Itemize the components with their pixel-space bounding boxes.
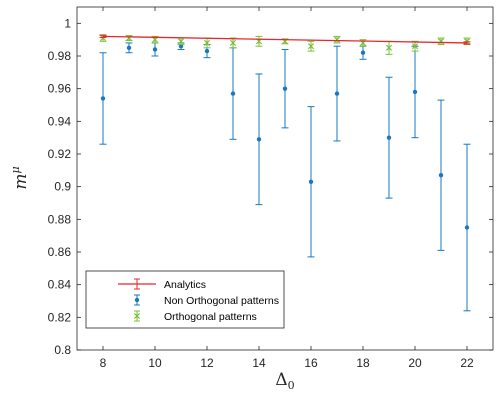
orthogonal-point bbox=[385, 44, 393, 51]
legend-marker-orthogonal-x bbox=[133, 312, 141, 320]
orthogonal-point bbox=[307, 43, 315, 50]
orthogonal-point bbox=[411, 43, 419, 50]
analytics-error-bar bbox=[463, 41, 471, 45]
non-orthogonal-point bbox=[438, 173, 444, 178]
analytics-error-bar bbox=[99, 34, 107, 39]
y-axis-label: mμ bbox=[9, 166, 31, 189]
y-tick-label: 0.86 bbox=[48, 245, 72, 259]
orthogonal-point bbox=[203, 39, 211, 46]
non-orthogonal-point bbox=[230, 91, 236, 96]
orthogonal-point bbox=[333, 36, 341, 43]
x-axis-label-sub: 0 bbox=[288, 379, 295, 392]
x-tick-label: 10 bbox=[148, 356, 162, 370]
legend-box bbox=[85, 270, 285, 329]
x-tick-label: 20 bbox=[408, 356, 422, 370]
non-orthogonal-point bbox=[282, 86, 288, 91]
non-orthogonal-point bbox=[412, 89, 418, 95]
x-axis-label-main: Δ bbox=[275, 370, 287, 390]
x-marker-stroke bbox=[385, 44, 393, 51]
y-tick-label: 0.98 bbox=[48, 49, 72, 63]
orthogonal-point bbox=[177, 38, 185, 45]
non-orthogonal-point bbox=[178, 44, 184, 49]
x-marker-stroke bbox=[203, 39, 211, 46]
analytics-line bbox=[102, 35, 468, 44]
y-axis-label-sup: μ bbox=[9, 166, 22, 173]
y-tick-label: 0.82 bbox=[48, 310, 72, 324]
non-orthogonal-point bbox=[204, 48, 210, 54]
x-axis: 8 10 12 14 16 18 20 22 bbox=[100, 7, 474, 370]
non-orthogonal-point bbox=[256, 137, 262, 142]
x-tick-label: 18 bbox=[356, 356, 370, 370]
x-marker-stroke bbox=[411, 43, 419, 50]
y-tick-label: 1 bbox=[64, 16, 71, 30]
x-marker-stroke bbox=[333, 36, 341, 43]
legend-label-non-orthogonal: Non Orthogonal patterns bbox=[164, 295, 279, 307]
legend-markers bbox=[118, 278, 156, 322]
series-layer bbox=[99, 34, 471, 312]
legend-marker-non-orthogonal-dot bbox=[134, 297, 140, 303]
x-tick-label: 16 bbox=[304, 356, 318, 370]
x-axis-label: Δ0 bbox=[275, 370, 294, 392]
orthogonal-point bbox=[229, 39, 237, 46]
x-marker-stroke bbox=[229, 39, 237, 46]
non-orthogonal-point bbox=[308, 179, 314, 184]
legend-label-analytics: Analytics bbox=[164, 279, 206, 291]
y-tick-label: 0.8 bbox=[54, 343, 71, 357]
x-tick-label: 12 bbox=[200, 356, 214, 370]
non-orthogonal-point bbox=[152, 47, 158, 52]
non-orthogonal-point bbox=[464, 225, 470, 230]
y-tick-label: 0.88 bbox=[48, 212, 72, 226]
y-tick-label: 0.9 bbox=[54, 180, 71, 194]
y-tick-label: 0.92 bbox=[48, 147, 72, 161]
y-axis: 0.8 0.82 0.84 0.86 0.88 0.9 0.92 0.94 0.96 0.98 1 bbox=[48, 16, 493, 357]
legend: Analytics Non Orthogonal patterns Orthog… bbox=[85, 270, 285, 329]
non-orthogonal-point bbox=[126, 45, 132, 51]
x-tick-label: 8 bbox=[100, 356, 107, 370]
x-tick-label: 22 bbox=[460, 356, 474, 370]
non-orthogonal-point bbox=[100, 96, 106, 101]
y-tick-label: 0.84 bbox=[48, 278, 72, 292]
non-orthogonal-point bbox=[334, 91, 340, 96]
non-orthogonal-point bbox=[386, 135, 392, 140]
y-tick-label: 0.94 bbox=[48, 114, 72, 128]
y-axis-label-main: m bbox=[11, 174, 31, 190]
legend-label-orthogonal: Orthogonal patterns bbox=[164, 311, 257, 323]
non-orthogonal-point bbox=[360, 50, 366, 55]
x-marker-stroke bbox=[177, 38, 185, 45]
x-tick-label: 14 bbox=[252, 356, 266, 370]
y-tick-label: 0.96 bbox=[48, 82, 72, 96]
x-marker-stroke bbox=[307, 43, 315, 50]
